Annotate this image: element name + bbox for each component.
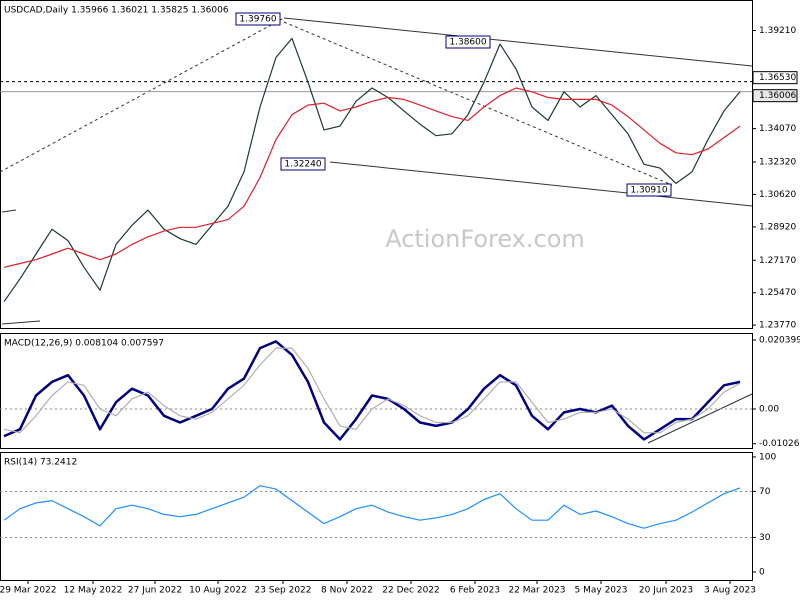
y-tick-label: 0 (759, 567, 765, 577)
y-tick-label: 1.27170 (759, 256, 796, 266)
series-line (3, 87, 741, 268)
x-tick-label: 20 Jun 2023 (639, 586, 693, 596)
trendline (283, 21, 673, 186)
x-tick-label: 10 Aug 2022 (189, 586, 247, 596)
x-tick-label: 6 Feb 2023 (450, 586, 500, 596)
annotation: 1.38600 (449, 38, 486, 48)
annotation-box (626, 183, 672, 197)
channel-bottom (329, 161, 753, 207)
rsi-panel (0, 452, 753, 581)
x-tick-label: 23 Sep 2022 (254, 586, 311, 596)
series-line (3, 485, 741, 529)
x-tick-label: 22 Dec 2022 (382, 586, 440, 596)
y-tick-label: 1.23770 (759, 321, 796, 331)
x-tick-label: 29 Mar 2022 (0, 586, 57, 596)
y-tick-label: 30 (759, 533, 771, 543)
price-label: 1.36530 (759, 73, 796, 83)
x-tick-label: 8 Nov 2022 (321, 586, 373, 596)
price-label: 1.36006 (759, 91, 796, 101)
panel-title: USDCAD,Daily 1.35966 1.36021 1.35825 1.3… (4, 6, 229, 16)
y-tick-label: 1.32320 (759, 157, 796, 167)
price-label-box (752, 71, 798, 85)
trendline (1, 320, 41, 325)
x-tick-label: 27 Jun 2022 (128, 586, 182, 596)
x-tick-label: 5 May 2023 (575, 586, 628, 596)
x-tick-label: 22 Mar 2023 (508, 586, 565, 596)
frames (0, 0, 753, 581)
y-tick-label: -0.01026 (759, 439, 800, 449)
panel-title: RSI(14) 73.2412 (4, 458, 77, 468)
y-tick-label: 1.34070 (759, 124, 796, 134)
trendlines (0, 17, 753, 444)
annotation-box (235, 12, 281, 26)
x-tick-label: 12 May 2022 (64, 586, 123, 596)
watermark: ActionForex.com (385, 225, 585, 253)
y-tick-label: 70 (759, 487, 771, 497)
annotation: 1.32240 (284, 160, 321, 170)
trendline (1, 209, 17, 213)
y-tick-label: 1.30620 (759, 190, 796, 200)
channel-top (283, 17, 753, 67)
price-panel (0, 0, 753, 329)
panel-title: MACD(12,26,9) 0.008104 0.007597 (4, 339, 164, 349)
y-tick-label: 1.39210 (759, 26, 796, 36)
annotation-box (445, 35, 491, 49)
y-tick-label: 1.25470 (759, 288, 796, 298)
series-line (3, 37, 741, 303)
price-label-box (752, 89, 798, 103)
y-tick-label: 0.00 (759, 405, 779, 415)
macd-panel (0, 333, 753, 449)
y-tick-label: 100 (759, 452, 776, 462)
annotation: 1.39760 (239, 15, 276, 25)
x-tick-label: 3 Aug 2023 (704, 586, 756, 596)
layers: USDCAD,Daily 1.35966 1.36021 1.35825 1.3… (0, 6, 800, 596)
annotation-box (280, 157, 326, 171)
macd-trendline (647, 393, 753, 444)
y-tick-label: 0.020399 (759, 336, 800, 346)
y-tick-label: 1.28920 (759, 222, 796, 232)
annotation: 1.30910 (630, 186, 667, 196)
series-line (3, 347, 741, 434)
